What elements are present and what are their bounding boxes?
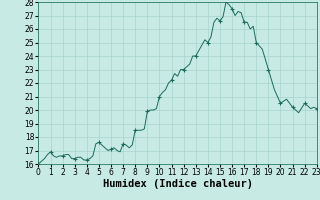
X-axis label: Humidex (Indice chaleur): Humidex (Indice chaleur) — [103, 179, 252, 189]
